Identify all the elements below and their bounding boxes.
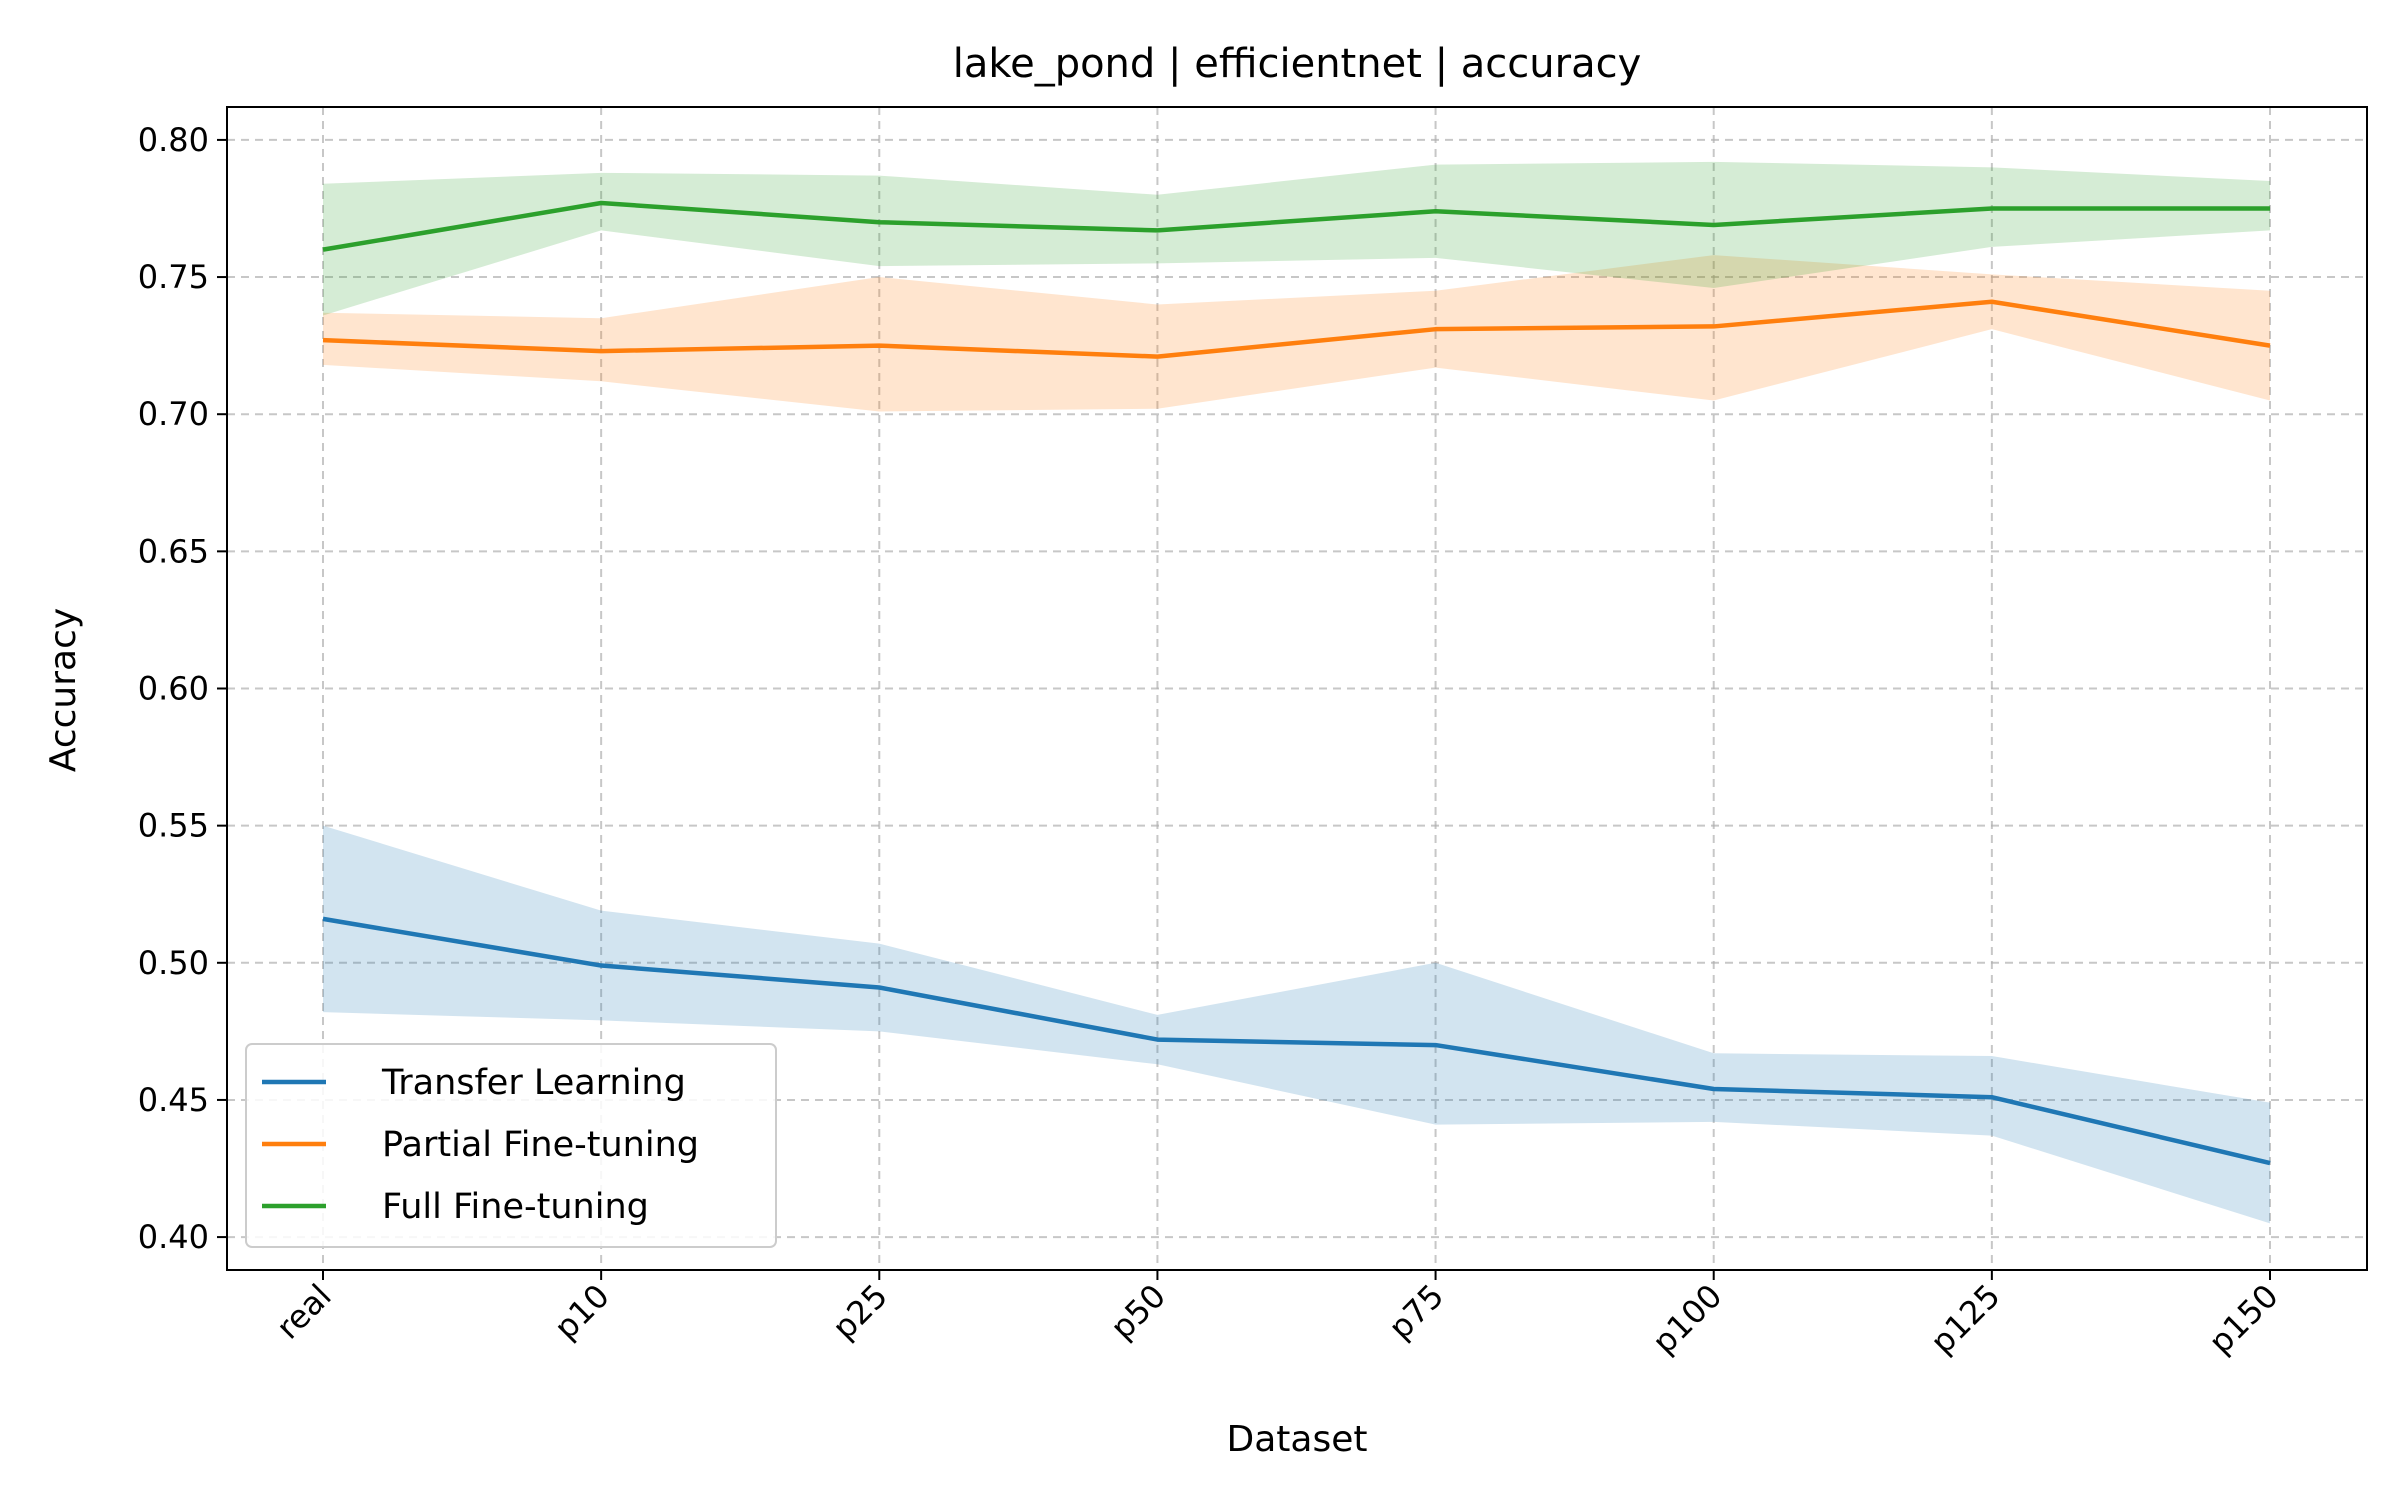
full-fine-tuning-band: [323, 161, 2270, 316]
transfer-learning-band: [323, 825, 2270, 1224]
transfer-learning-line: [322, 916, 2271, 1166]
legend-box: [245, 1043, 777, 1248]
chart-title: lake_pond | efficientnet | accuracy: [953, 41, 1642, 87]
partial-fine-tuning-line: [322, 299, 2271, 359]
y-tick-label: 0.80: [138, 121, 209, 159]
legend-label: Full Fine-tuning: [382, 1187, 649, 1227]
y-tick-label: 0.65: [138, 532, 209, 570]
y-tick-label: 0.60: [138, 670, 209, 708]
y-tick-label: 0.45: [138, 1081, 209, 1119]
partial-fine-tuning-band: [323, 255, 2270, 412]
confidence-bands: [323, 161, 2270, 1224]
y-tick-label: 0.55: [138, 807, 209, 845]
legend-label: Partial Fine-tuning: [382, 1125, 699, 1165]
x-axis-title: Dataset: [1227, 1419, 1368, 1460]
y-tick-label: 0.40: [138, 1218, 209, 1256]
y-tick-label: 0.70: [138, 395, 209, 433]
y-tick-label: 0.75: [138, 258, 209, 296]
series-lines: [322, 200, 2271, 1166]
y-axis-title: Accuracy: [43, 608, 84, 772]
full-fine-tuning-line: [322, 200, 2270, 252]
y-tick-label: 0.50: [138, 944, 209, 982]
legend: Transfer Learning Partial Fine-tuning Full…: [245, 1043, 777, 1248]
legend-label: Transfer Learning: [381, 1063, 686, 1103]
